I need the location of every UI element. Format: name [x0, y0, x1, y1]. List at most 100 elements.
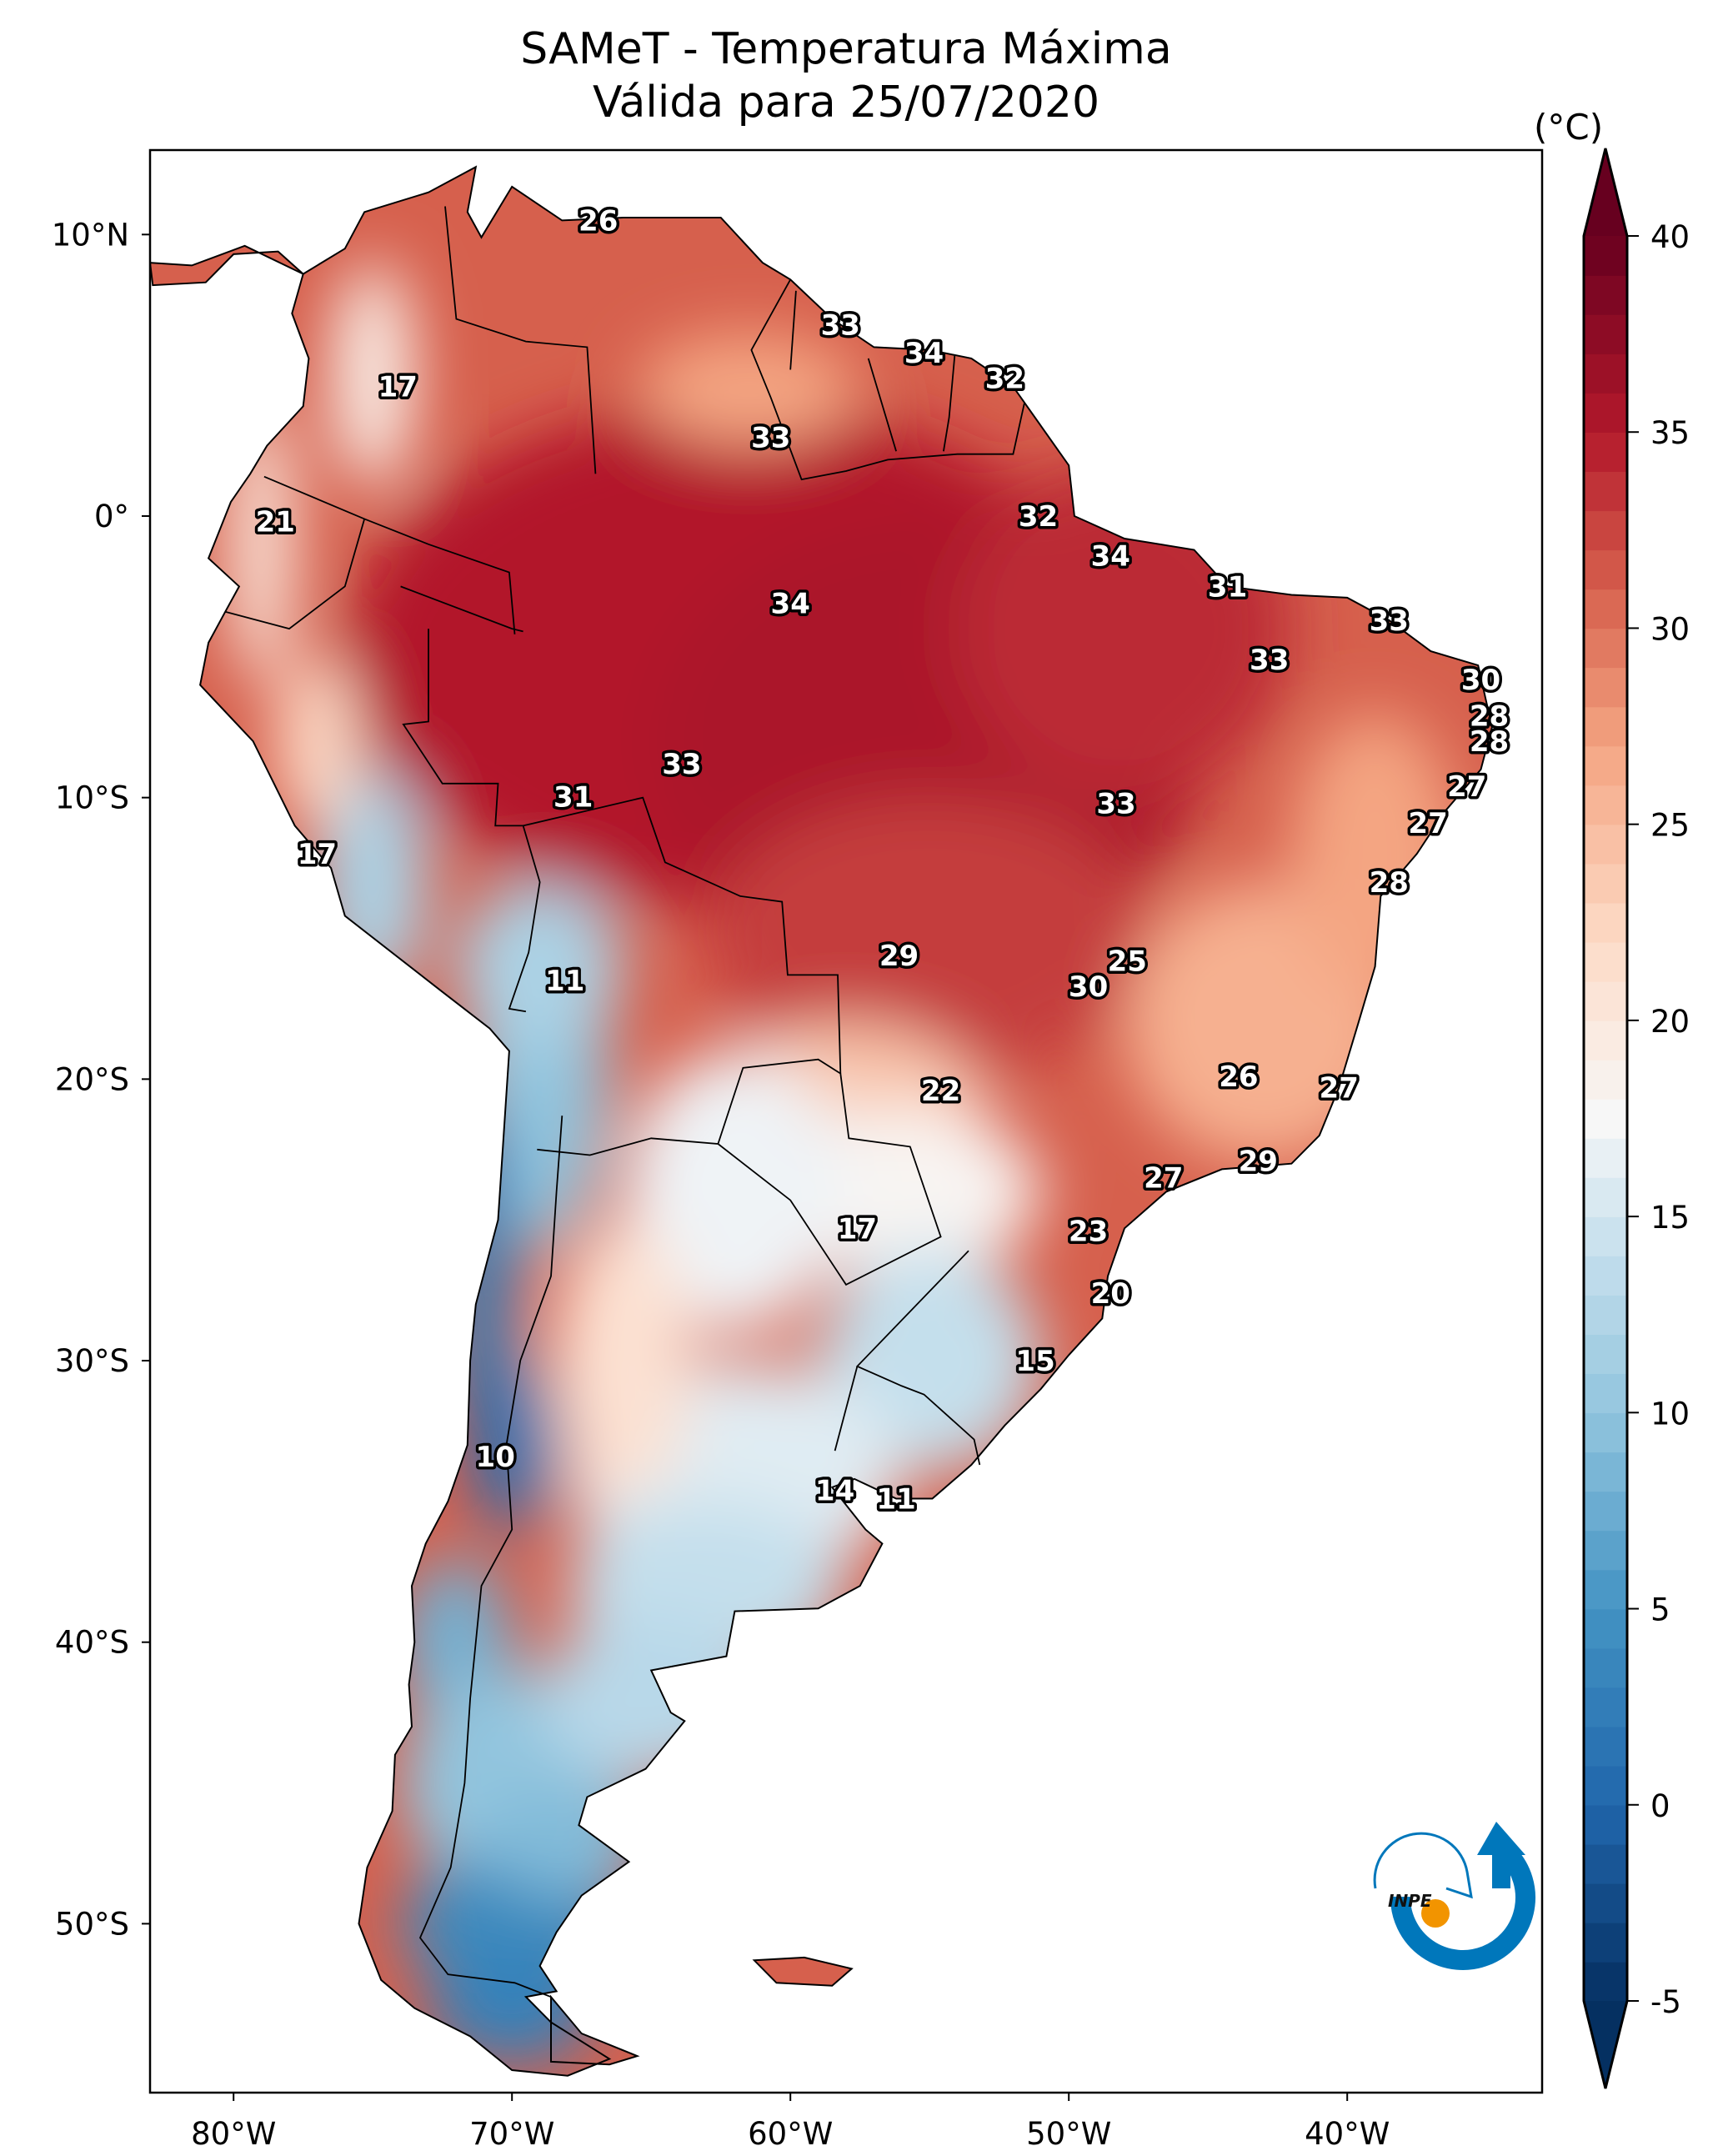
city-temperature-label: 22	[921, 1075, 960, 1108]
colorbar-band	[1584, 1295, 1627, 1335]
chart-subtitle: Válida para 25/07/2020	[592, 78, 1100, 128]
coastline	[752, 1956, 854, 1987]
border-line	[444, 206, 597, 474]
colorbar-tick-label: 5	[1650, 1592, 1670, 1628]
city-temperature-label: 34	[771, 588, 810, 621]
colorbar-band	[1584, 1256, 1627, 1296]
coastline-borders	[150, 165, 1493, 2077]
colorbar-band	[1584, 1373, 1627, 1414]
city-temperature-label: 28	[1470, 725, 1509, 759]
colorbar-band	[1584, 1530, 1627, 1571]
colorbar-band	[1584, 353, 1627, 394]
city-temperature-label: 31	[1208, 570, 1247, 604]
logo-sun-icon	[1421, 1899, 1450, 1928]
border-line	[537, 1058, 942, 1286]
colorbar-band	[1584, 1569, 1627, 1610]
colorbar-band	[1584, 1883, 1627, 1923]
city-temperature-label: 32	[1019, 500, 1058, 534]
field-patch	[637, 333, 860, 446]
x-tick-label: 40°W	[1305, 2116, 1390, 2152]
colorbar-tick-label: -5	[1650, 1984, 1681, 2020]
city-temperature-label: 34	[1091, 539, 1130, 573]
colorbar-band	[1584, 1765, 1627, 1806]
city-temperature-label: 30	[1461, 664, 1500, 697]
logo-arrow-icon	[1477, 1822, 1525, 1888]
city-temperature-label: 23	[1069, 1216, 1108, 1249]
field-patch	[228, 404, 295, 685]
field-patch	[483, 1782, 652, 1896]
colorbar-band	[1584, 980, 1627, 1021]
colorbar-band	[1584, 275, 1627, 315]
coastline	[150, 244, 304, 287]
city-temperature-label: 28	[1470, 700, 1509, 734]
border-line	[400, 585, 523, 633]
colorbar-band	[1584, 667, 1627, 708]
border-line	[402, 629, 541, 1013]
city-temperature-label: 29	[1239, 1145, 1278, 1178]
coastline	[199, 165, 1493, 2077]
city-temperature-label: 27	[1408, 807, 1447, 840]
border-line	[224, 519, 366, 630]
colorbar-band	[1584, 1412, 1627, 1453]
colorbar-tick-label: 15	[1650, 1200, 1690, 1236]
colorbar-extend-max	[1584, 148, 1627, 236]
city-temperature-label: 33	[1250, 644, 1289, 677]
colorbar-band	[1584, 1922, 1627, 1963]
axes-frame	[148, 148, 1544, 2094]
city-temperature-label: 17	[378, 371, 418, 404]
colorbar-unit-label: (°C)	[1534, 107, 1604, 148]
city-temperature-label: 27	[1320, 1072, 1359, 1106]
colorbar-band	[1584, 1334, 1627, 1374]
city-temperature-label: 11	[876, 1483, 915, 1517]
colorbar-band	[1584, 1099, 1627, 1139]
field-patch	[470, 1361, 554, 1530]
city-temperature-label: 33	[1370, 604, 1409, 638]
colorbar-tick-label: 20	[1650, 1004, 1690, 1040]
y-axis-ticks: 10°N 0° 10°S 20°S 30°S 40°S 50°S	[52, 217, 150, 1942]
border-line	[834, 1366, 859, 1452]
logo-text: INPE	[1388, 1891, 1432, 1911]
colorbar-tick-label: 0	[1650, 1788, 1670, 1824]
city-temperature-label: 17	[838, 1212, 877, 1246]
colorbar-band	[1584, 393, 1627, 433]
colorbar-band	[1584, 1216, 1627, 1256]
colorbar-band	[1584, 902, 1627, 943]
border-line	[855, 1250, 981, 1466]
city-temperature-label: 17	[298, 838, 337, 871]
border-line	[750, 278, 1025, 481]
x-tick-label: 70°W	[469, 2116, 554, 2152]
colorbar-tick-label: 10	[1650, 1396, 1690, 1431]
city-temperature-label: 20	[1091, 1277, 1130, 1311]
colorbar-extend-min	[1584, 2001, 1627, 2088]
field-patch	[331, 263, 415, 489]
x-axis-ticks: 80°W 70°W 60°W 50°W 40°W	[191, 2093, 1390, 2152]
city-temperature-label: 21	[256, 506, 295, 539]
y-tick-label: 40°S	[55, 1625, 129, 1661]
colorbar-band	[1584, 1962, 1627, 2002]
city-temperature-label: 27	[1447, 770, 1486, 804]
colorbar-band	[1584, 706, 1627, 747]
colorbar-band	[1584, 1608, 1627, 1649]
colorbar-band	[1584, 589, 1627, 629]
border-line	[867, 358, 897, 452]
city-temperature-label: 33	[751, 421, 790, 454]
y-tick-label: 0°	[94, 499, 129, 534]
border-line	[523, 796, 842, 1074]
city-temperature-label: 27	[1144, 1162, 1183, 1196]
logo-orbit-icon	[1373, 1832, 1473, 1899]
y-tick-label: 30°S	[55, 1343, 129, 1379]
field-patch	[428, 1952, 596, 2065]
y-tick-label: 50°S	[55, 1906, 129, 1942]
colorbar-band	[1584, 314, 1627, 354]
colorbar-tick-label: 40	[1650, 219, 1690, 255]
city-temperature-label: 15	[1015, 1345, 1054, 1378]
inpe-logo: INPE	[1373, 1822, 1535, 1970]
colorbar-tick-label: 35	[1650, 415, 1690, 451]
city-temperature-label: 11	[545, 965, 584, 998]
field-patch	[1291, 713, 1459, 995]
colorbar-tick-label: 25	[1650, 808, 1690, 844]
field-patch	[456, 882, 624, 1051]
colorbar-band	[1584, 510, 1627, 551]
